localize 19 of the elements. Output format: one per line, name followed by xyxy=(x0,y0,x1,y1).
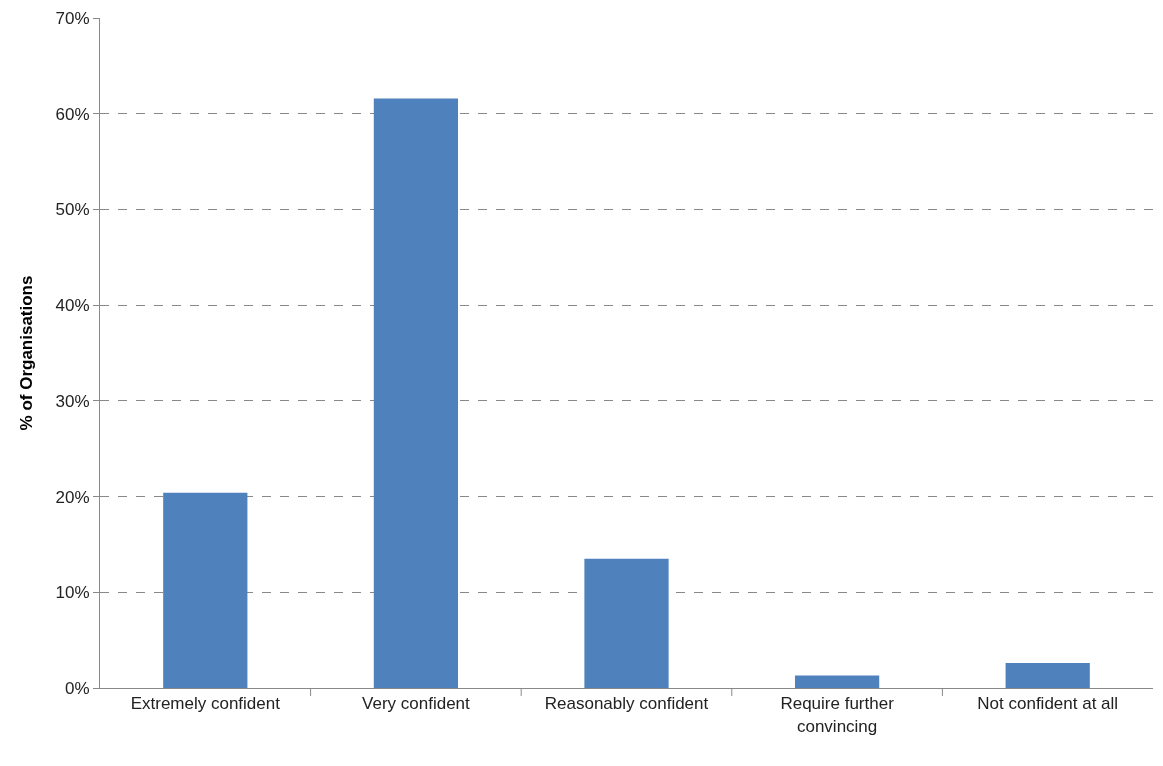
bar xyxy=(163,492,248,688)
y-tick-label: 20% xyxy=(55,487,90,507)
y-tick-label: 60% xyxy=(55,104,90,124)
x-tick-label: Require further convincing xyxy=(780,694,895,736)
bar xyxy=(1005,663,1090,688)
x-tick-label: Not confident at all xyxy=(977,694,1119,714)
bar xyxy=(584,558,669,688)
x-tick-label: Extremely confident xyxy=(130,694,281,714)
y-tick-label: 50% xyxy=(55,200,90,220)
x-tick-label: Reasonably confident xyxy=(544,694,709,714)
y-tick-label: 40% xyxy=(55,296,90,316)
y-tick-label: 10% xyxy=(55,583,90,603)
x-tick-label: Very confident xyxy=(362,694,471,714)
bar xyxy=(373,98,459,688)
y-tick-label: 70% xyxy=(55,8,90,28)
bar xyxy=(794,675,880,688)
y-tick-label: 0% xyxy=(65,678,90,698)
y-axis-title: % of Organisations xyxy=(17,275,37,431)
y-tick-label: 30% xyxy=(55,391,90,411)
